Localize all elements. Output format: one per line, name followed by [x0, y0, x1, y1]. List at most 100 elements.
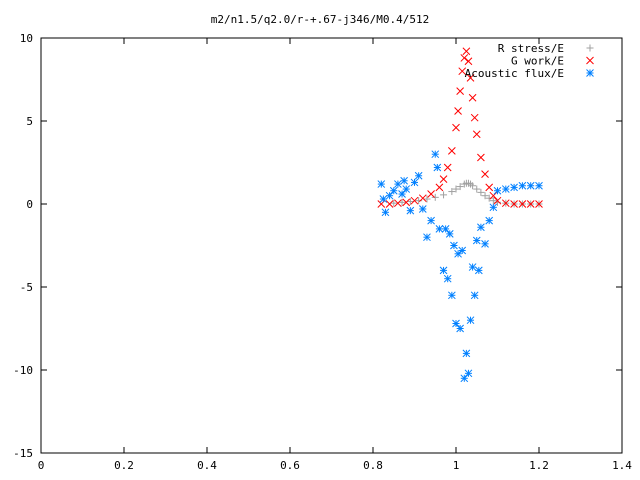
data-point	[477, 188, 485, 196]
data-point	[443, 274, 452, 283]
data-point	[468, 93, 477, 102]
data-point	[535, 181, 543, 190]
data-point	[477, 153, 485, 162]
series-2	[377, 150, 543, 383]
data-point	[535, 200, 543, 208]
data-point	[501, 199, 510, 208]
data-point	[470, 113, 479, 122]
data-point	[439, 175, 448, 183]
y-tick-label: 5	[26, 115, 33, 128]
data-point	[494, 198, 501, 206]
data-point	[477, 223, 485, 232]
series-1	[377, 47, 543, 208]
data-point	[474, 266, 483, 275]
data-point	[445, 230, 454, 238]
data-point	[460, 374, 469, 383]
x-tick-label: 1	[453, 459, 460, 472]
x-tick-label: 0.6	[280, 459, 300, 472]
data-point	[518, 181, 527, 190]
legend-label: G work/E	[511, 55, 564, 68]
y-tick-label: -10	[13, 364, 33, 377]
data-point	[400, 176, 408, 185]
data-point	[460, 54, 469, 62]
data-point	[454, 107, 462, 115]
data-point	[452, 319, 460, 328]
data-point	[431, 193, 439, 201]
data-point	[481, 239, 489, 248]
data-point	[473, 185, 481, 193]
data-point	[385, 200, 394, 208]
data-point	[427, 190, 435, 198]
data-point	[418, 194, 427, 203]
legend-label: Acoustic flux/E	[465, 67, 564, 80]
data-point	[493, 186, 502, 195]
data-point	[443, 163, 452, 172]
data-point	[441, 225, 450, 233]
data-point	[423, 233, 431, 242]
data-point	[381, 208, 390, 217]
data-point	[458, 67, 467, 76]
data-point	[469, 182, 477, 190]
data-point	[462, 47, 471, 56]
data-point	[385, 191, 394, 200]
data-point	[472, 236, 481, 245]
data-point	[423, 195, 431, 203]
data-point	[435, 183, 444, 192]
legend-marker	[586, 44, 594, 52]
x-tick-label: 0.2	[114, 459, 134, 472]
y-tick-label: -15	[13, 447, 33, 460]
data-point	[398, 190, 406, 198]
data-point	[390, 199, 398, 207]
data-point	[481, 192, 489, 200]
data-point	[526, 200, 535, 208]
x-tick-label: 1.4	[612, 459, 632, 472]
x-tick-label: 1.2	[529, 459, 549, 472]
data-point	[489, 191, 498, 200]
legend-marker	[586, 69, 594, 77]
data-point	[456, 183, 464, 191]
data-point	[418, 205, 427, 213]
data-point	[489, 203, 498, 212]
data-point	[377, 180, 386, 188]
data-point	[456, 324, 465, 333]
data-point	[456, 87, 465, 95]
data-point	[398, 198, 406, 206]
data-point	[452, 123, 460, 132]
data-point	[464, 369, 473, 378]
data-point	[501, 185, 510, 193]
y-tick-label: 0	[26, 198, 33, 211]
data-point	[450, 241, 458, 250]
data-point	[485, 216, 494, 225]
data-point	[448, 188, 456, 196]
data-point	[402, 185, 411, 193]
data-point	[433, 163, 442, 172]
data-point	[394, 199, 402, 208]
data-point	[406, 206, 415, 215]
x-tick-label: 0.8	[363, 459, 383, 472]
plot-frame	[40, 37, 623, 454]
data-point	[431, 150, 440, 159]
data-point	[481, 170, 489, 178]
y-tick-label: -5	[20, 281, 33, 294]
data-point	[462, 349, 471, 358]
data-point	[458, 246, 467, 255]
data-point	[470, 291, 479, 300]
data-point	[410, 178, 419, 187]
data-point	[439, 266, 448, 275]
data-point	[464, 57, 473, 66]
data-point	[402, 198, 411, 207]
x-tick-label: 0	[38, 459, 45, 472]
data-point	[493, 196, 502, 205]
data-point	[454, 249, 462, 258]
data-point	[379, 195, 388, 203]
data-point	[452, 185, 460, 193]
legend-label: R stress/E	[498, 42, 564, 55]
series-layer	[377, 47, 543, 383]
data-point	[427, 216, 435, 225]
data-point	[472, 130, 481, 139]
data-point	[518, 200, 527, 208]
data-point	[466, 73, 475, 82]
data-point	[485, 183, 494, 192]
